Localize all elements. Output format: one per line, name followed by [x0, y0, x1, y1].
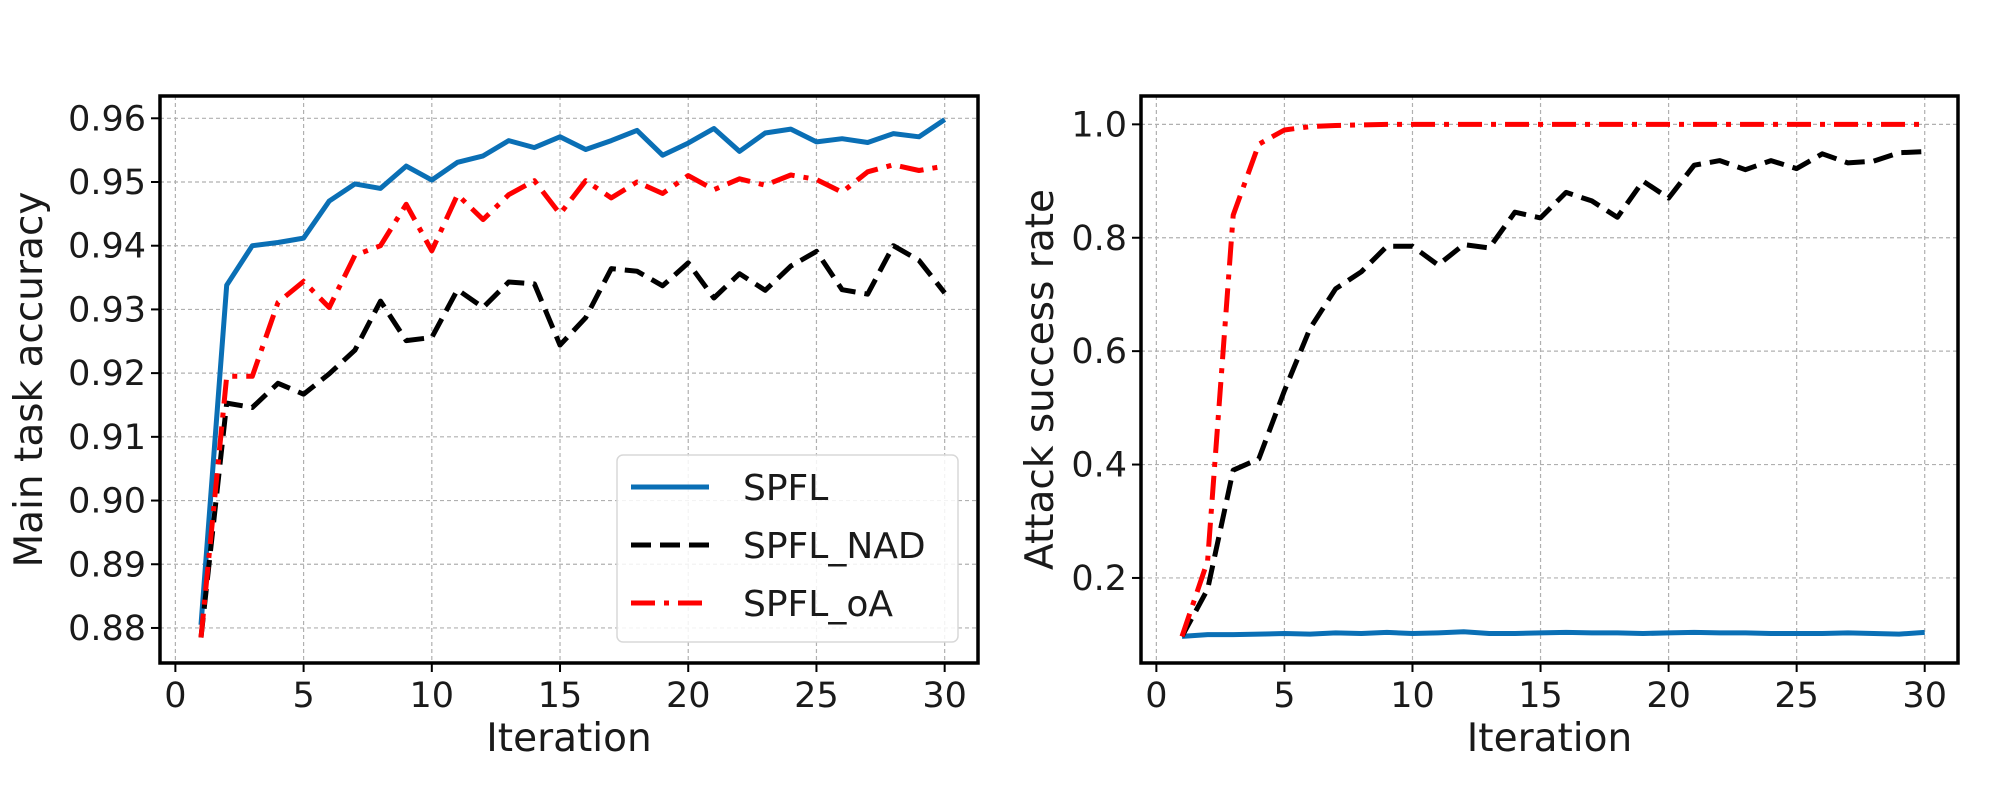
attack-x-tick-label: 0	[1145, 676, 1167, 716]
accuracy-y-tick-label: 0.88	[68, 609, 146, 649]
attack-y-axis-label: Attack success rate	[1018, 189, 1063, 570]
accuracy-y-tick-label: 0.95	[68, 163, 146, 203]
attack-y-tick-label: 0.4	[1071, 446, 1127, 486]
accuracy-y-tick-label: 0.94	[68, 227, 146, 267]
accuracy-x-tick-label: 15	[538, 676, 583, 716]
attack-x-axis-label: Iteration	[1467, 716, 1632, 761]
accuracy-grid	[160, 96, 978, 663]
legend-label-spfl: SPFL	[743, 468, 828, 509]
accuracy-y-tick-label: 0.92	[68, 354, 146, 394]
accuracy-x-tick-label: 10	[410, 676, 455, 716]
attack-series-spfl-oa	[1179, 121, 1925, 638]
attack-x-tick-label: 15	[1518, 676, 1563, 716]
accuracy-y-tick-label: 0.89	[68, 545, 146, 585]
attack-series-spfl	[1181, 629, 1925, 639]
accuracy-y-tick-label: 0.93	[68, 290, 146, 330]
legend: SPFL SPFL_NAD SPFL_oA	[616, 454, 959, 643]
legend-label-spfl-nad: SPFL_NAD	[743, 526, 926, 567]
attack-y-tick-label: 0.2	[1071, 559, 1127, 599]
accuracy-y-tick-label: 0.90	[68, 482, 146, 522]
attack-y-tick-label: 0.6	[1071, 332, 1127, 372]
attack-ticks: 0 5 10 15 20 25 30 0.2 0.4 0.6 0.8 1.0	[1071, 105, 1947, 716]
legend-label-spfl-oa: SPFL_oA	[743, 584, 893, 625]
accuracy-y-tick-label: 0.91	[68, 418, 146, 458]
attack-x-tick-label: 20	[1646, 676, 1691, 716]
accuracy-plot-frame	[158, 94, 980, 665]
attack-grid	[1141, 96, 1958, 663]
accuracy-series	[198, 117, 947, 638]
attack-success-chart: 0 5 10 15 20 25 30 0.2 0.4 0.6 0.8 1.0 Iteration At…	[1018, 94, 1960, 761]
accuracy-x-tick-label: 5	[292, 676, 314, 716]
accuracy-series-spfl-oa	[198, 162, 946, 638]
attack-x-tick-label: 25	[1774, 676, 1819, 716]
accuracy-x-tick-label: 30	[922, 676, 967, 716]
accuracy-chart: 0 5 10 15 20 25 30 0.88 0.89 0.90 0.91 0.92 0.93 0.94…	[7, 94, 980, 761]
attack-x-tick-label: 10	[1390, 676, 1435, 716]
accuracy-ticks: 0 5 10 15 20 25 30 0.88 0.89 0.90 0.91 0.92 0.93 0.94…	[68, 99, 967, 716]
attack-plot-frame	[1139, 94, 1960, 665]
accuracy-series-spfl	[198, 117, 947, 625]
accuracy-y-axis-label: Main task accuracy	[7, 192, 52, 568]
accuracy-y-tick-label: 0.96	[68, 99, 146, 139]
attack-x-tick-label: 30	[1902, 676, 1947, 716]
attack-y-tick-label: 0.8	[1071, 219, 1127, 259]
accuracy-x-tick-label: 20	[666, 676, 711, 716]
accuracy-x-tick-label: 25	[794, 676, 839, 716]
accuracy-series-spfl-nad	[198, 243, 947, 638]
attack-y-tick-label: 1.0	[1071, 105, 1127, 145]
attack-series-spfl-nad	[1179, 149, 1925, 638]
legend-box	[616, 454, 959, 643]
attack-series	[1179, 121, 1925, 639]
accuracy-x-axis-label: Iteration	[486, 716, 651, 761]
accuracy-x-tick-label: 0	[164, 676, 186, 716]
attack-x-tick-label: 5	[1273, 676, 1295, 716]
